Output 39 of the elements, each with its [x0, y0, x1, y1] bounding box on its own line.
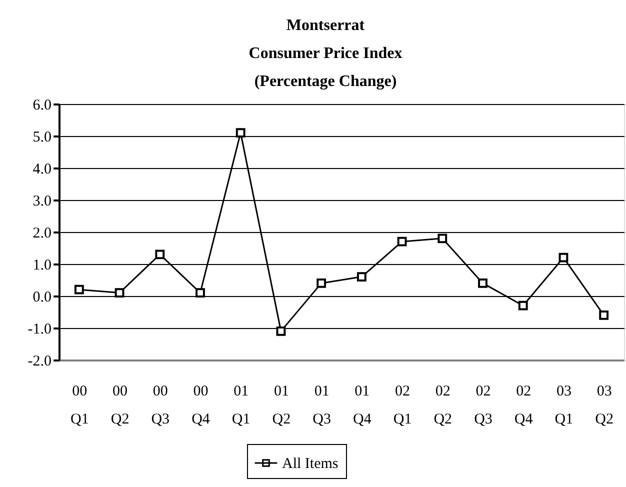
- x-tick-label: 00 Q3: [151, 384, 170, 428]
- x-tick-label: 02 Q2: [434, 384, 452, 428]
- x-tick-label: 03 Q2: [595, 384, 614, 428]
- x-tick-label: 01 Q3: [312, 384, 331, 428]
- x-tick-label: 02 Q1: [393, 384, 412, 428]
- chart-title: Montserrat Consumer Price Index (Percentage Change): [248, 17, 402, 90]
- point: [397, 236, 407, 246]
- y-tick-label: -2.0: [28, 354, 52, 370]
- y-tick-label: 5.0: [32, 130, 52, 146]
- x-tick-label: 01 Q4: [353, 384, 372, 428]
- point: [276, 326, 286, 336]
- y-tick-label: 4.0: [32, 162, 52, 178]
- y-tick-label: -1.0: [28, 322, 52, 338]
- point: [196, 288, 205, 298]
- point: [438, 234, 448, 244]
- x-tick-label: 00 Q4: [192, 384, 210, 428]
- y-tick-label: 0.0: [32, 290, 52, 306]
- x-tick-label: 00 Q2: [110, 384, 130, 428]
- point: [518, 300, 528, 310]
- y-tick-label: 6.0: [32, 98, 52, 114]
- point: [599, 310, 609, 320]
- point: [74, 284, 84, 294]
- x-tick-label: 01 Q1: [232, 384, 250, 428]
- point: [356, 272, 366, 282]
- y-tick-label: 3.0: [32, 194, 52, 210]
- point: [236, 128, 246, 138]
- point: [478, 278, 488, 288]
- y-tick-label: 1.0: [32, 258, 52, 274]
- point: [155, 250, 165, 260]
- x-tick-label: 02 Q4: [514, 384, 534, 428]
- point: [558, 252, 568, 262]
- x-tick-label: 00 Q1: [70, 384, 89, 428]
- x-tick-label: 01 Q2: [272, 384, 291, 428]
- y-tick-label: 2.0: [32, 226, 52, 242]
- point: [114, 288, 124, 298]
- x-tick-label: 02 Q3: [474, 384, 492, 428]
- point: [316, 278, 326, 288]
- x-tick-label: 03 Q1: [554, 384, 574, 428]
- legend-label: All Items: [282, 456, 338, 472]
